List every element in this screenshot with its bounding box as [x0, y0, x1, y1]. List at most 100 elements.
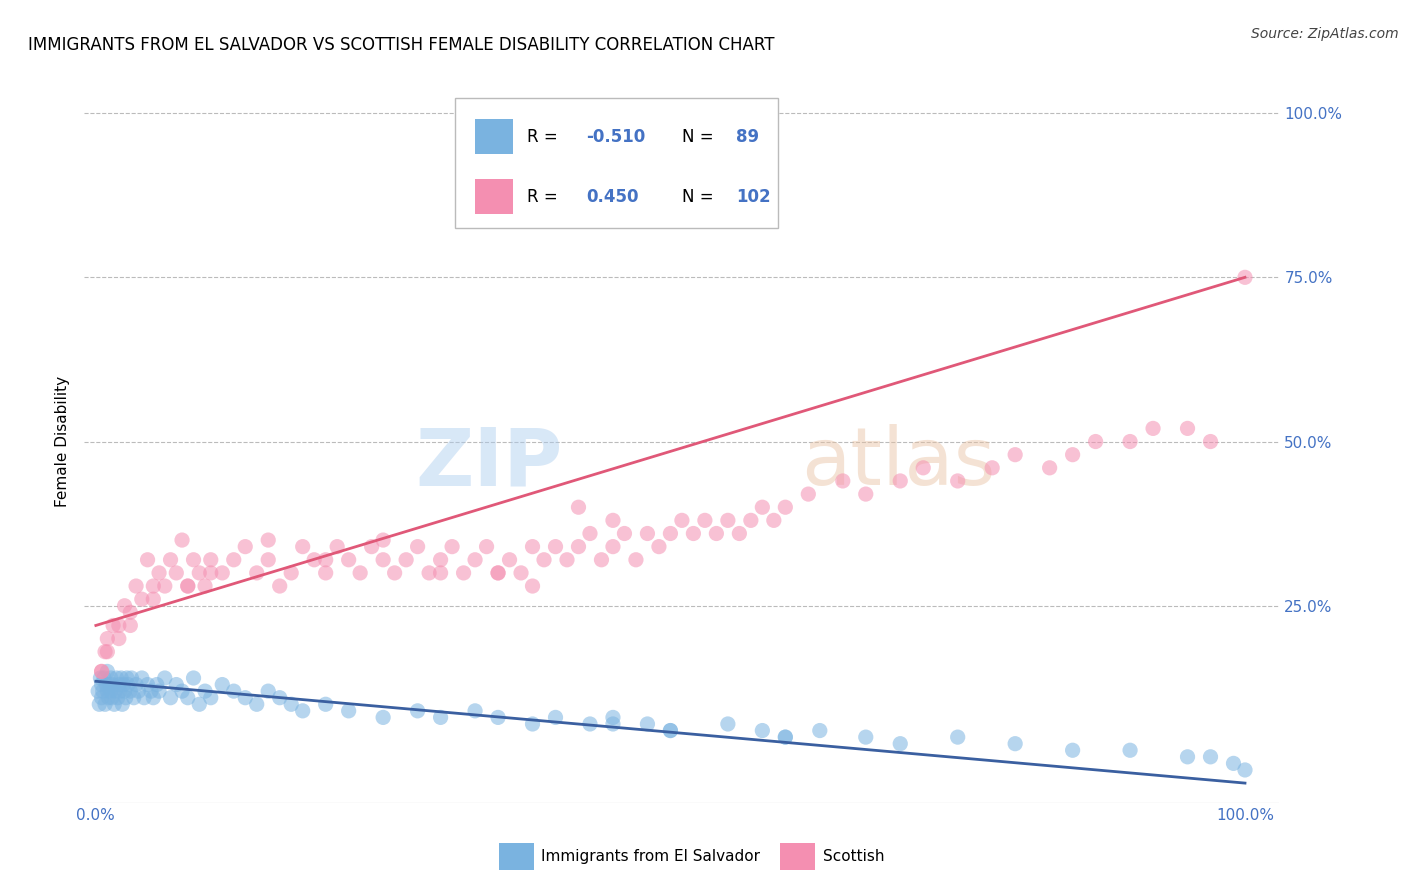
Point	[855, 487, 877, 501]
Point	[602, 540, 624, 554]
Point	[1039, 460, 1062, 475]
Point	[775, 500, 797, 515]
Point	[103, 698, 125, 712]
Point	[142, 690, 165, 705]
Point	[464, 553, 486, 567]
Point	[142, 592, 165, 607]
Point	[775, 730, 797, 744]
Point	[544, 540, 567, 554]
Point	[337, 704, 360, 718]
Point	[1004, 448, 1026, 462]
Point	[90, 677, 112, 691]
Point	[1222, 756, 1244, 771]
Point	[159, 553, 181, 567]
Y-axis label: Female Disability: Female Disability	[55, 376, 70, 508]
Point	[1062, 448, 1084, 462]
Point	[486, 566, 509, 580]
Point	[177, 579, 200, 593]
Point	[90, 665, 112, 679]
Point	[90, 690, 112, 705]
Point	[1084, 434, 1107, 449]
Point	[498, 553, 520, 567]
Point	[246, 698, 269, 712]
Point	[315, 553, 337, 567]
Point	[1177, 421, 1199, 435]
Point	[120, 605, 142, 619]
Point	[315, 698, 337, 712]
Point	[136, 677, 159, 691]
Point	[148, 566, 170, 580]
Point	[522, 579, 544, 593]
Text: Source: ZipAtlas.com: Source: ZipAtlas.com	[1251, 27, 1399, 41]
Point	[441, 540, 464, 554]
Point	[148, 684, 170, 698]
Bar	[475, 179, 513, 214]
Point	[533, 553, 555, 567]
Text: R =: R =	[527, 128, 557, 145]
FancyBboxPatch shape	[456, 98, 778, 228]
Point	[384, 566, 406, 580]
Point	[100, 684, 122, 698]
Point	[114, 684, 136, 698]
Point	[406, 540, 429, 554]
Point	[153, 671, 176, 685]
Point	[693, 513, 716, 527]
Point	[1199, 434, 1222, 449]
Point	[946, 730, 969, 744]
Point	[1233, 763, 1256, 777]
Point	[117, 677, 139, 691]
Point	[188, 566, 211, 580]
Point	[107, 690, 129, 705]
Point	[373, 553, 395, 567]
Point	[100, 671, 122, 685]
Text: 102: 102	[735, 187, 770, 205]
Point	[855, 730, 877, 744]
Point	[1062, 743, 1084, 757]
Point	[120, 684, 142, 698]
Point	[567, 540, 589, 554]
Point	[486, 710, 509, 724]
Point	[1119, 743, 1142, 757]
Point	[112, 677, 135, 691]
Point	[87, 684, 110, 698]
Point	[981, 460, 1004, 475]
Point	[291, 540, 314, 554]
Point	[222, 553, 245, 567]
Point	[136, 553, 159, 567]
Point	[682, 526, 704, 541]
Point	[269, 690, 291, 705]
Point	[1142, 421, 1164, 435]
Point	[165, 677, 187, 691]
Point	[194, 684, 217, 698]
Point	[120, 618, 142, 632]
Point	[233, 540, 256, 554]
Point	[602, 717, 624, 731]
Point	[91, 684, 114, 698]
Point	[93, 671, 115, 685]
Point	[122, 690, 145, 705]
Point	[889, 737, 911, 751]
Point	[740, 513, 762, 527]
Point	[94, 698, 117, 712]
Point	[139, 684, 162, 698]
Point	[659, 723, 682, 738]
Point	[200, 553, 222, 567]
Point	[211, 566, 233, 580]
Point	[108, 618, 131, 632]
Point	[246, 566, 269, 580]
Point	[177, 690, 200, 705]
Point	[579, 526, 602, 541]
Point	[104, 684, 127, 698]
Text: -0.510: -0.510	[586, 128, 645, 145]
Point	[659, 526, 682, 541]
Point	[269, 579, 291, 593]
Point	[200, 690, 222, 705]
Point	[717, 513, 740, 527]
Text: IMMIGRANTS FROM EL SALVADOR VS SCOTTISH FEMALE DISABILITY CORRELATION CHART: IMMIGRANTS FROM EL SALVADOR VS SCOTTISH …	[28, 36, 775, 54]
Point	[591, 553, 613, 567]
Point	[101, 677, 124, 691]
Point	[96, 684, 118, 698]
Point	[291, 704, 314, 718]
Point	[751, 723, 773, 738]
Point	[337, 553, 360, 567]
